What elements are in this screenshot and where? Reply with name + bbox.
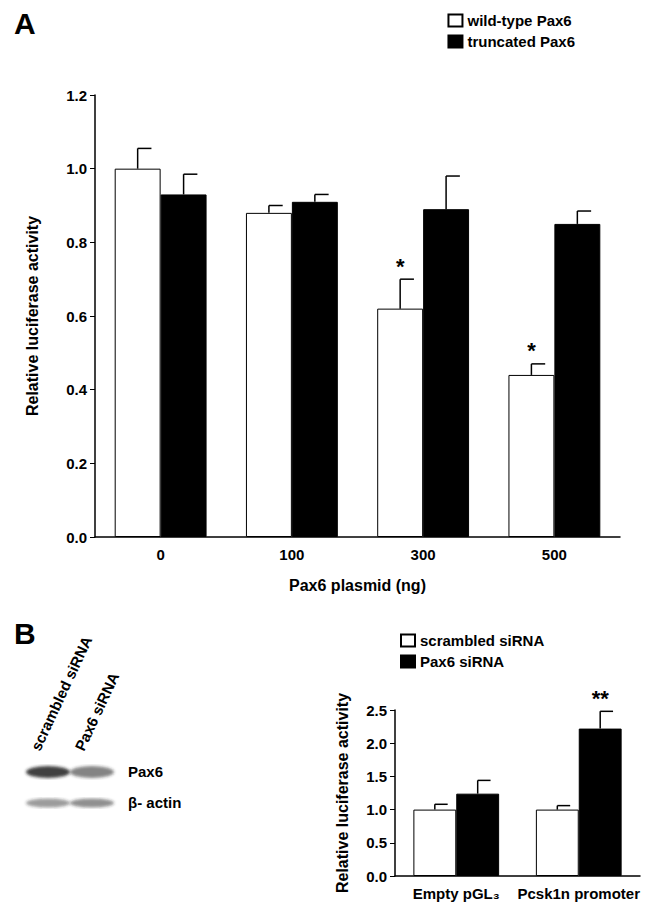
svg-text:1.5: 1.5 bbox=[366, 768, 387, 785]
svg-text:0.5: 0.5 bbox=[366, 834, 387, 851]
svg-text:100: 100 bbox=[279, 546, 304, 563]
svg-text:300: 300 bbox=[411, 546, 436, 563]
svg-text:0: 0 bbox=[156, 546, 164, 563]
svg-text:Relative luciferase activity: Relative luciferase activity bbox=[24, 216, 41, 416]
svg-text:Empty pGL₃: Empty pGL₃ bbox=[413, 885, 500, 902]
svg-text:A: A bbox=[14, 7, 36, 40]
svg-text:0.4: 0.4 bbox=[66, 381, 88, 398]
svg-text:0.8: 0.8 bbox=[66, 234, 87, 251]
svg-text:1.0: 1.0 bbox=[66, 160, 87, 177]
svg-text:0.2: 0.2 bbox=[66, 455, 87, 472]
svg-text:2.0: 2.0 bbox=[366, 735, 387, 752]
svg-text:**: ** bbox=[592, 686, 610, 711]
svg-text:0.0: 0.0 bbox=[66, 529, 87, 546]
svg-text:Pax6 plasmid (ng): Pax6 plasmid (ng) bbox=[289, 577, 426, 594]
svg-text:0.0: 0.0 bbox=[366, 868, 387, 885]
svg-text:B: B bbox=[14, 617, 36, 650]
svg-text:1.2: 1.2 bbox=[66, 87, 87, 104]
svg-text:*: * bbox=[527, 338, 536, 363]
svg-text:truncated Pax6: truncated Pax6 bbox=[467, 33, 575, 50]
svg-text:*: * bbox=[396, 254, 405, 279]
svg-text:0.6: 0.6 bbox=[66, 308, 87, 325]
svg-text:wild-type Pax6: wild-type Pax6 bbox=[466, 12, 571, 29]
svg-text:Relative luciferase activity: Relative luciferase activity bbox=[334, 693, 351, 893]
svg-text:500: 500 bbox=[542, 546, 567, 563]
svg-text:scrambled siRNA: scrambled siRNA bbox=[420, 632, 544, 649]
svg-text:Pcsk1n promoter: Pcsk1n promoter bbox=[517, 885, 640, 902]
svg-text:2.5: 2.5 bbox=[366, 702, 387, 719]
svg-text:scrambled siRNA: scrambled siRNA bbox=[27, 633, 96, 754]
svg-text:Pax6 siRNA: Pax6 siRNA bbox=[71, 670, 122, 754]
svg-text:β- actin: β- actin bbox=[128, 794, 181, 811]
svg-text:Pax6 siRNA: Pax6 siRNA bbox=[420, 653, 504, 670]
svg-text:1.0: 1.0 bbox=[366, 801, 387, 818]
svg-text:Pax6: Pax6 bbox=[128, 763, 163, 780]
